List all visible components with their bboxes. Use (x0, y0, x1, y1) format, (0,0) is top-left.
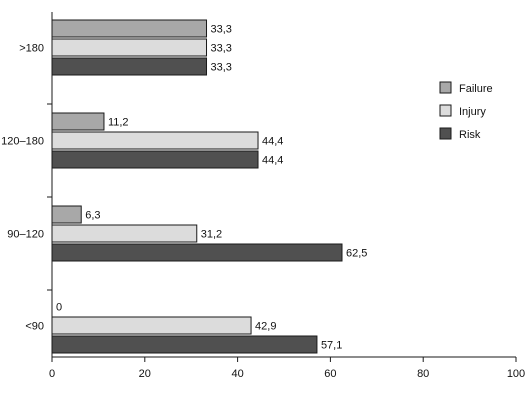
data-label-injury-0: 33,3 (211, 43, 232, 55)
data-label-failure-1: 11,2 (108, 117, 129, 129)
bar-injury-1 (51, 131, 259, 150)
x-tick-label-0: 0 (49, 368, 55, 380)
bar-injury-2 (51, 224, 198, 243)
legend-swatch-injury (439, 104, 452, 117)
bar-risk-0 (51, 57, 208, 76)
data-label-failure-2: 6,3 (85, 210, 100, 222)
x-tick-label-2: 40 (231, 368, 243, 380)
bar-risk-2 (51, 243, 343, 262)
data-label-risk-3: 57,1 (321, 340, 342, 352)
legend-swatch-failure (439, 81, 452, 94)
bars-layer: 33,3 33,3 33,3 11,2 44,4 44,4 6,3 31,2 62,5 0 42,9… (51, 19, 367, 354)
y-tick-label-1: 120–180 (1, 136, 44, 148)
axes-layer: >180 120–180 90–120 <90 0 20 40 60 80 100 (1, 12, 525, 380)
y-tick-label-3: <90 (25, 321, 44, 333)
bar-injury-0 (51, 38, 208, 57)
x-tick-label-3: 60 (324, 368, 336, 380)
x-tick-label-1: 20 (139, 368, 151, 380)
bar-risk-3 (51, 335, 318, 354)
data-label-failure-3: 0 (56, 302, 62, 314)
data-label-injury-3: 42,9 (255, 321, 276, 333)
legend-label-failure: Failure (459, 83, 493, 95)
x-tick-label-5: 100 (507, 368, 525, 380)
data-label-failure-0: 33,3 (211, 24, 232, 36)
y-tick-label-0: >180 (19, 43, 44, 55)
bar-failure-2 (51, 205, 82, 224)
legend-label-risk: Risk (459, 129, 481, 141)
x-tick-label-4: 80 (417, 368, 429, 380)
data-label-risk-0: 33,3 (211, 62, 232, 74)
bar-injury-3 (51, 316, 252, 335)
data-label-risk-2: 62,5 (346, 248, 367, 260)
bar-risk-1 (51, 150, 259, 169)
legend-label-injury: Injury (459, 106, 486, 118)
y-tick-label-2: 90–120 (7, 229, 44, 241)
bar-failure-1 (51, 112, 105, 131)
bar-failure-0 (51, 19, 208, 38)
legend-swatch-risk (439, 127, 452, 140)
data-label-risk-1: 44,4 (262, 155, 283, 167)
legend: Failure Injury Risk (439, 81, 493, 141)
data-label-injury-1: 44,4 (262, 136, 283, 148)
data-label-injury-2: 31,2 (201, 229, 222, 241)
